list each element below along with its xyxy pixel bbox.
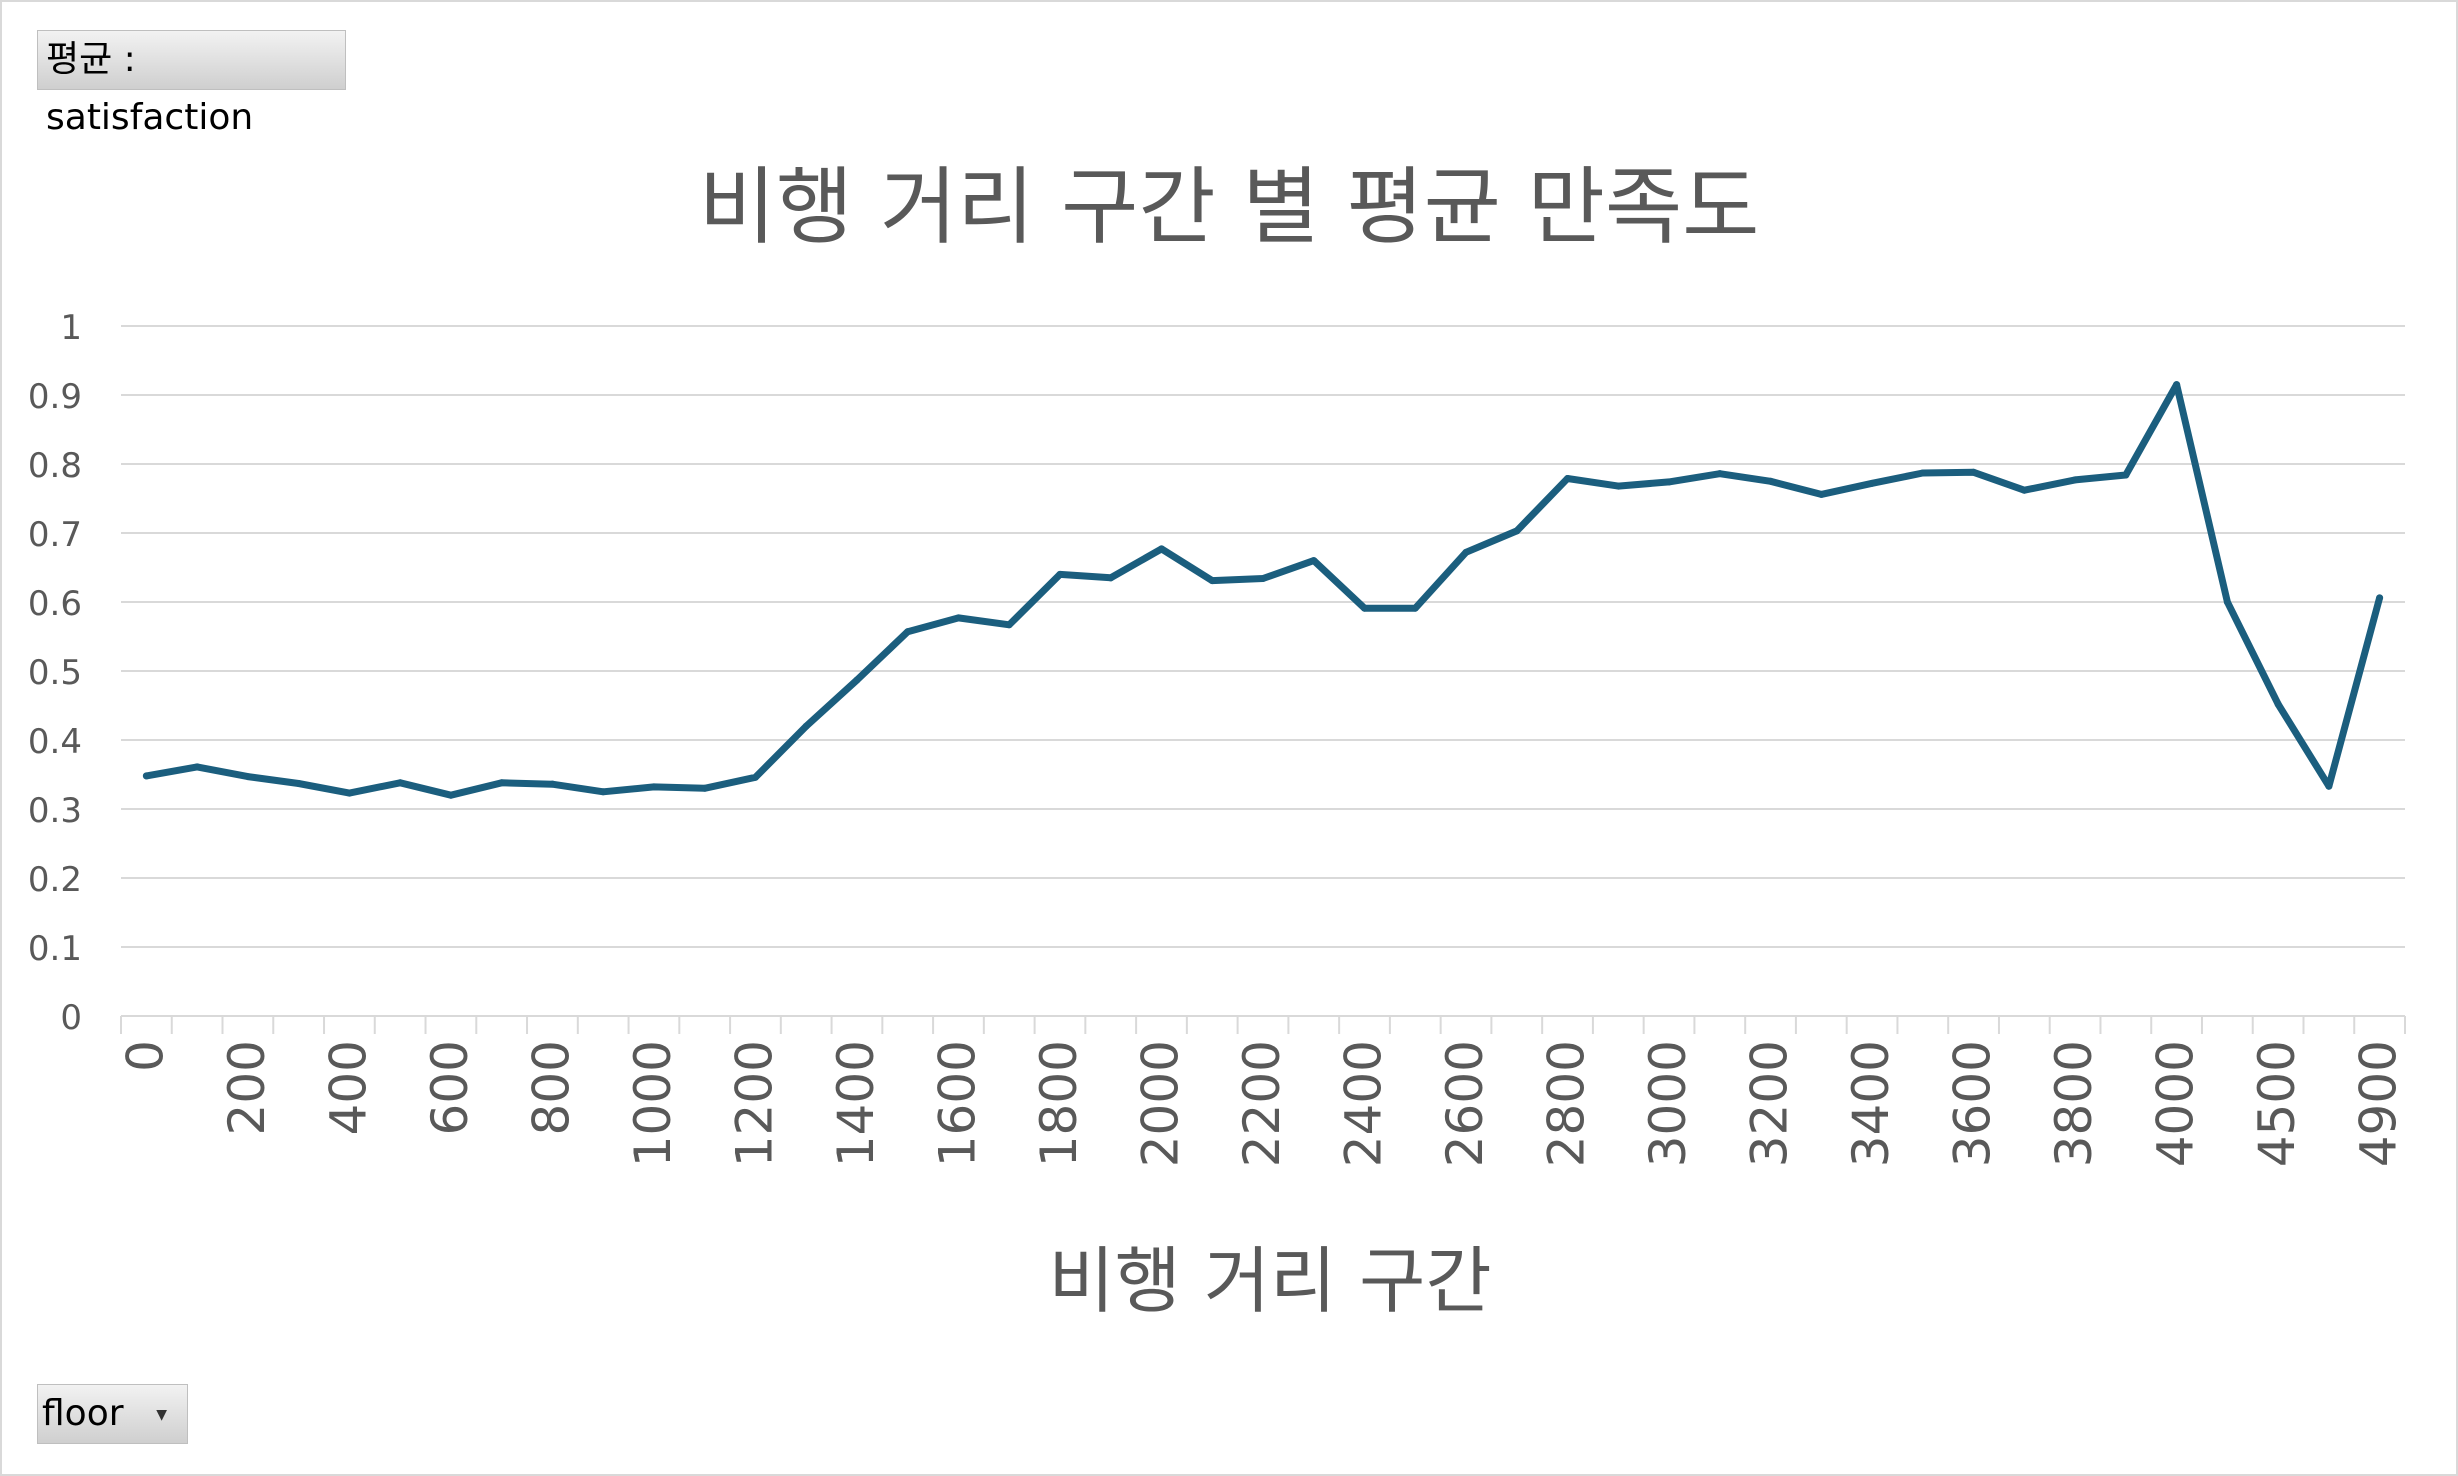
data-point	[1005, 621, 1013, 629]
y-tick-label: 0.6	[28, 584, 82, 624]
data-point	[1970, 468, 1978, 476]
data-point	[295, 779, 303, 787]
x-tick-label: 2200	[1233, 1040, 1291, 1167]
data-point	[2223, 598, 2231, 606]
x-tick-label: 1200	[725, 1040, 783, 1167]
data-point	[2274, 700, 2282, 708]
data-point	[1462, 548, 1470, 556]
y-tick-label: 1	[60, 308, 82, 348]
dropdown-arrow-icon: ▼	[156, 1407, 167, 1423]
data-point	[1361, 604, 1369, 612]
x-tick-label: 2400	[1335, 1040, 1393, 1167]
x-tick-label: 3600	[1944, 1040, 2002, 1167]
data-point	[1868, 479, 1876, 487]
x-tick-label: 2800	[1538, 1040, 1596, 1167]
data-point	[853, 676, 861, 684]
y-tick-label: 0	[60, 998, 82, 1038]
data-point	[1411, 604, 1419, 612]
data-point	[1716, 470, 1724, 478]
x-tick-label: 4000	[2147, 1040, 2205, 1167]
x-tick-label: 1000	[624, 1040, 682, 1167]
data-point	[1259, 575, 1267, 583]
data-point	[1208, 577, 1216, 585]
chart-title: 비행 거리 구간 별 평균 만족도	[698, 158, 1760, 256]
data-point	[1767, 477, 1775, 485]
x-tick-label: 2600	[1436, 1040, 1494, 1167]
data-point	[2376, 594, 2384, 602]
data-point	[1665, 478, 1673, 486]
data-point	[1614, 482, 1622, 490]
data-point	[1564, 474, 1572, 482]
x-tick-label: 2000	[1131, 1040, 1189, 1167]
data-point	[447, 791, 455, 799]
x-tick-label: 4900	[2350, 1040, 2408, 1167]
data-point	[1056, 570, 1064, 578]
data-point	[1513, 527, 1521, 535]
data-point	[2071, 476, 2079, 484]
data-point	[2020, 486, 2028, 494]
data-point	[904, 628, 912, 636]
y-tick-label: 0.7	[28, 515, 82, 555]
y-tick-label: 0.2	[28, 860, 82, 900]
data-point	[2173, 381, 2181, 389]
data-point	[193, 763, 201, 771]
data-point	[650, 783, 658, 791]
data-point	[1919, 469, 1927, 477]
y-tick-label: 0.5	[28, 653, 82, 693]
data-point	[701, 784, 709, 792]
x-tick-label: 1800	[1030, 1040, 1088, 1167]
data-point	[396, 779, 404, 787]
axis-field-filter-button[interactable]: floor ▼	[37, 1384, 188, 1444]
x-tick-label: 3400	[1842, 1040, 1900, 1167]
y-tick-label: 0.1	[28, 929, 82, 969]
data-point	[244, 773, 252, 781]
x-tick-label: 200	[218, 1040, 276, 1135]
x-tick-label: 3000	[1639, 1040, 1697, 1167]
y-tick-label: 0.4	[28, 722, 82, 762]
data-point	[498, 779, 506, 787]
x-tick-label: 3800	[2045, 1040, 2103, 1167]
x-axis-title: 비행 거리 구간	[1048, 1239, 1492, 1323]
data-point	[751, 773, 759, 781]
x-tick-label: 1600	[928, 1040, 986, 1167]
x-tick-label: 1400	[827, 1040, 885, 1167]
data-point	[1310, 557, 1318, 565]
data-point	[802, 722, 810, 730]
x-tick-label: 4500	[2248, 1040, 2306, 1167]
x-tick-label: 3200	[1741, 1040, 1799, 1167]
data-point	[2325, 782, 2333, 790]
data-point	[548, 780, 556, 788]
data-point	[1157, 545, 1165, 553]
x-tick-label: 600	[421, 1040, 479, 1135]
value-field-button[interactable]: 평균 : satisfaction	[37, 30, 346, 138]
x-tick-label: 0	[116, 1040, 174, 1072]
y-tick-label: 0.9	[28, 377, 82, 417]
x-tick-label: 800	[522, 1040, 580, 1135]
series-line	[142, 381, 2384, 799]
data-point	[1817, 490, 1825, 498]
x-tick-label: 400	[319, 1040, 377, 1135]
data-point	[2122, 471, 2130, 479]
data-point	[142, 772, 150, 780]
data-point	[1107, 574, 1115, 582]
axis-field-label: floor	[42, 1393, 124, 1434]
y-tick-label: 0.3	[28, 791, 82, 831]
data-point	[599, 788, 607, 796]
y-tick-label: 0.8	[28, 446, 82, 486]
data-point	[954, 614, 962, 622]
data-point	[345, 789, 353, 797]
